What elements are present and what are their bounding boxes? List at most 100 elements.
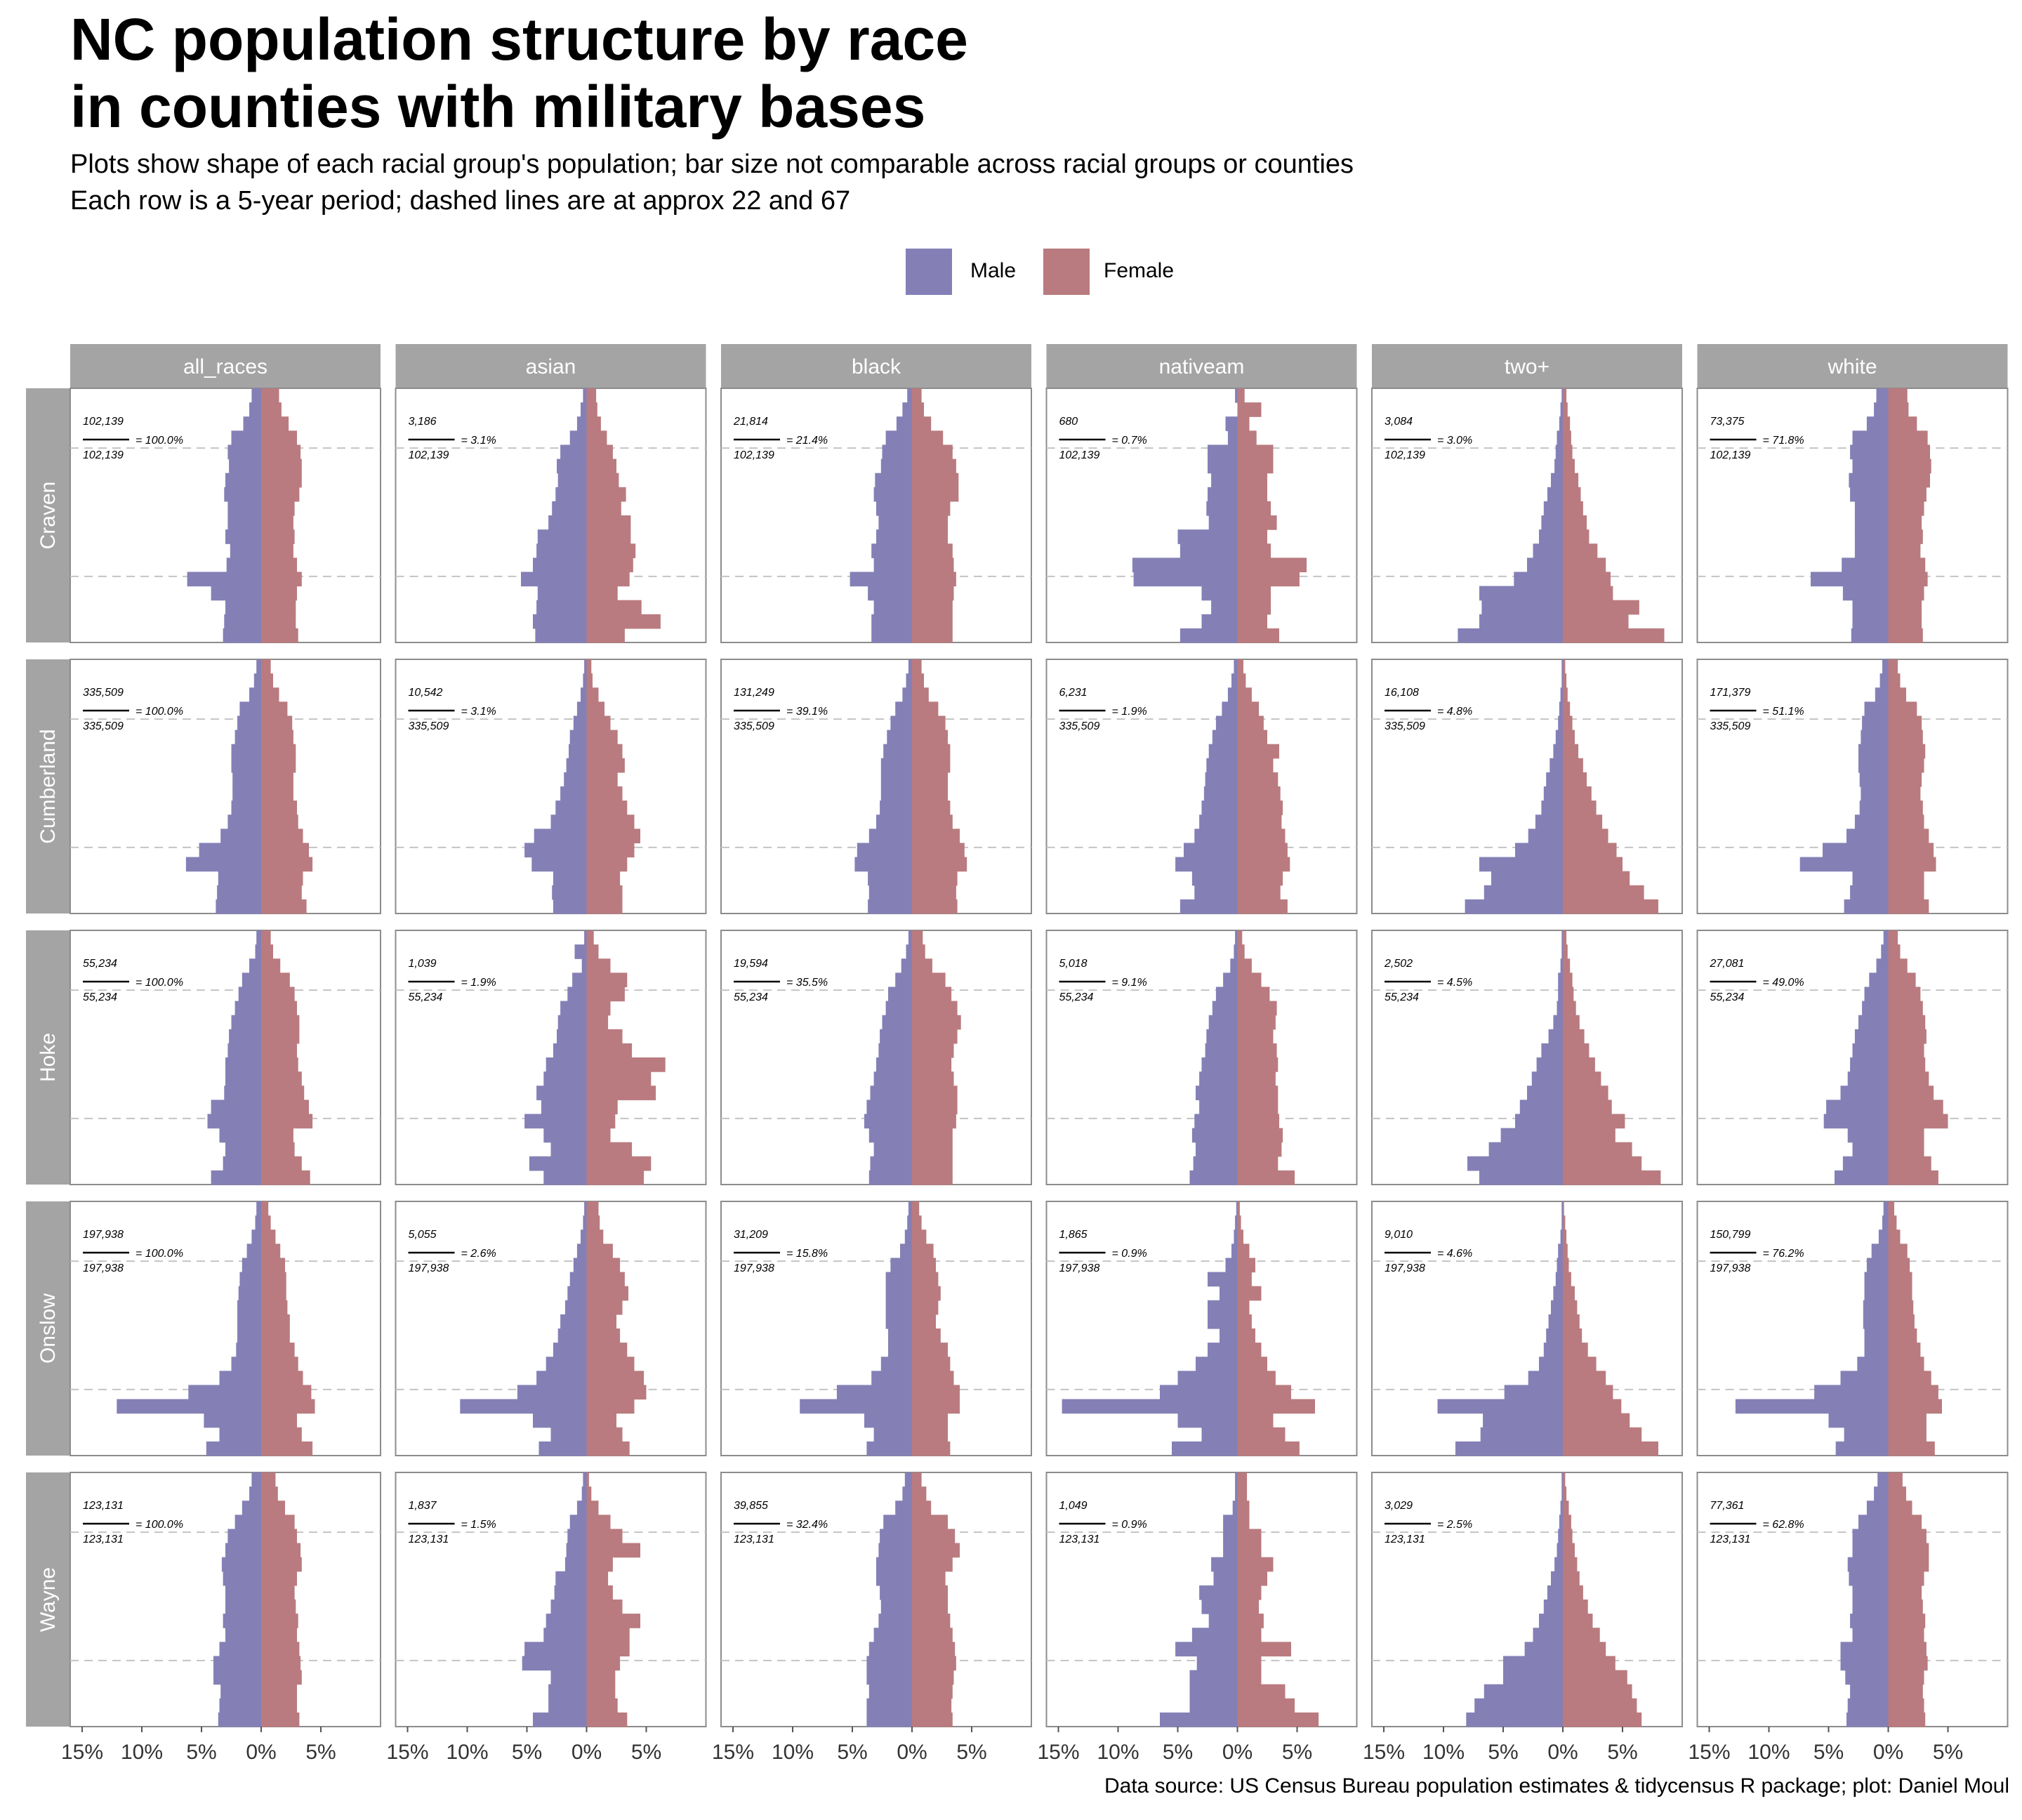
female-bar [1563,1543,1575,1558]
male-bar [1864,987,1889,1002]
male-bar [567,1529,587,1544]
male-bar [883,744,912,759]
female-bar [1563,871,1630,886]
female-bar [1563,1229,1567,1244]
male-bar [224,1086,261,1100]
female-bar [261,487,300,502]
male-bar [907,388,912,403]
x-tick-label: 15% [1037,1741,1079,1764]
male-bar [1557,1001,1563,1016]
male-bar [1189,1698,1238,1713]
male-bar [1547,487,1563,502]
female-bar [261,1486,278,1501]
female-bar [1237,815,1282,829]
group-count-label: 5,055 [409,1229,437,1241]
female-bar [586,687,599,702]
female-bar [586,1156,652,1171]
panel: 27,081 = 49.0% 55,234 [1696,930,2009,1185]
female-bar [261,459,302,474]
female-bar [1237,402,1262,417]
female-bar [586,1698,618,1713]
male-bar [249,958,261,973]
county-total-label: 197,938 [1710,1262,1751,1274]
x-tick-label: 0% [1873,1741,1903,1764]
female-bar [1888,857,1936,872]
male-bar [1223,972,1238,988]
male-bar [1840,1656,1889,1671]
male-bar [882,444,912,460]
female-bar [1237,487,1267,502]
female-bar [912,758,951,773]
female-bar [912,786,948,801]
female-bar [261,1712,300,1727]
female-bar [1237,1600,1260,1614]
group-share-label: = 4.5% [1437,977,1472,989]
female-bar [1237,1015,1276,1030]
male-bar [237,716,261,731]
male-bar [1235,388,1238,403]
female-bar [1237,1343,1262,1357]
female-bar [1237,1100,1278,1115]
group-count-label: 73,375 [1710,416,1745,428]
male-bar [249,687,261,702]
female-bar [261,430,297,446]
male-bar [1866,1501,1889,1515]
female-bar [586,772,618,787]
female-bar [586,1300,623,1315]
male-bar [1844,899,1889,914]
male-bar [883,1515,912,1530]
female-bar [1563,1712,1642,1727]
female-bar [1237,930,1243,945]
female-bar [261,1170,310,1185]
male-bar [1874,1486,1889,1501]
group-share-label: = 39.1% [786,706,828,718]
female-bar [1563,1057,1595,1072]
female-bar [1237,1712,1319,1727]
male-bar [543,1628,587,1642]
male-bar [895,701,912,717]
male-bar [1208,515,1238,530]
male-bar [560,1001,587,1016]
male-bar [1211,600,1238,615]
male-bar [1215,987,1238,1002]
male-bar [1206,501,1238,516]
male-bar [536,543,587,558]
male-bar [1557,1258,1563,1273]
column-strip [70,344,381,388]
male-bar [1852,1543,1889,1558]
female-bar [261,1229,276,1244]
female-bar [912,987,952,1002]
x-tick-label: 0% [571,1741,602,1764]
female-bar [1563,1670,1627,1685]
female-bar [1888,1100,1943,1115]
female-bar [1888,1229,1901,1244]
male-bar [1177,1371,1238,1386]
male-bar [1515,1114,1563,1129]
male-bar [546,1357,587,1371]
female-bar [1237,1413,1274,1428]
female-bar [586,1229,604,1244]
female-bar [912,772,948,787]
male-bar [1852,614,1889,629]
female-bar [1237,1043,1277,1058]
female-bar [261,673,273,688]
female-bar [1888,786,1921,801]
panel: 335,509 = 100.0% 335,509 [70,659,381,914]
male-bar [225,1600,261,1614]
female-bar [1563,1300,1578,1315]
female-bar [261,416,289,431]
female-bar [261,1557,302,1572]
female-bar [1237,786,1281,801]
male-bar [552,501,587,516]
male-bar [1527,1086,1563,1100]
male-bar [1528,829,1563,844]
male-bar [857,843,912,858]
male-bar [225,1057,261,1072]
column-strip [721,344,1031,388]
row-strip-label: Hoke [37,1033,60,1082]
female-bar [912,1043,954,1058]
male-bar [1858,758,1889,773]
female-bar [1237,1515,1250,1530]
male-bar [572,972,587,988]
county-total-label: 123,131 [1710,1534,1751,1545]
